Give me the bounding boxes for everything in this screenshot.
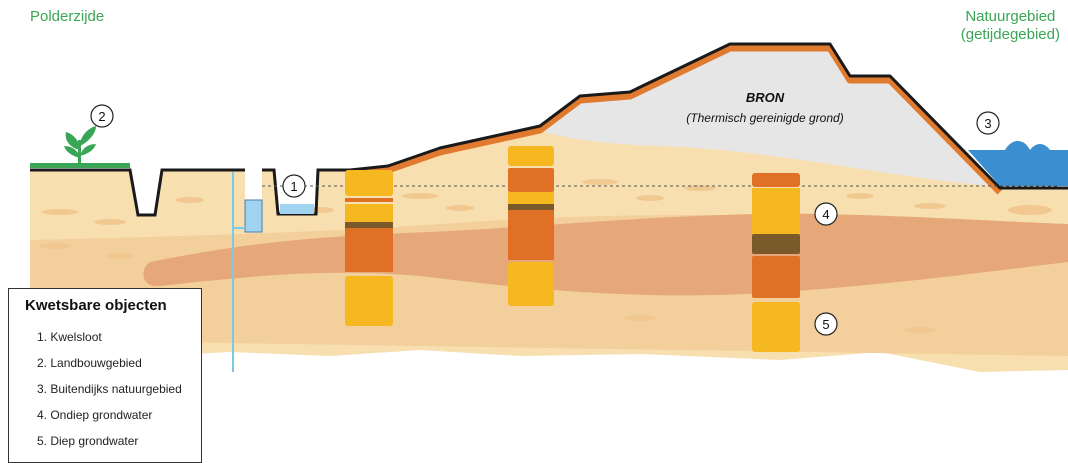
source-title: BRON xyxy=(746,90,785,105)
legend-list: 1. Kwelsloot 2. Landbouwgebied 3. Buiten… xyxy=(19,324,191,454)
marker-2: 2 xyxy=(90,104,114,128)
legend-box: Kwetsbare objecten 1. Kwelsloot 2. Landb… xyxy=(8,288,202,463)
svg-text:1: 1 xyxy=(290,179,297,194)
marker-5: 5 xyxy=(814,312,838,336)
borehole-3 xyxy=(752,173,800,352)
sand-lenses xyxy=(39,179,1052,333)
nature-area-title: Natuurgebied xyxy=(965,8,1056,25)
ditch-water xyxy=(280,204,314,214)
svg-text:5: 5 xyxy=(822,317,829,332)
grass-strip xyxy=(30,163,130,168)
source-fill xyxy=(540,50,996,186)
dike-outline xyxy=(349,42,1068,190)
marker-1: 1 xyxy=(282,174,306,198)
svg-text:3: 3 xyxy=(984,116,991,131)
polder-side-label: Polderzijde xyxy=(30,8,105,25)
legend-title: Kwetsbare objecten xyxy=(25,297,167,314)
dike-cover xyxy=(349,44,1003,195)
legend-item: 2. Landbouwgebied xyxy=(37,356,142,370)
borehole-1 xyxy=(345,170,393,326)
nature-area-subtitle: (getijdegebied) xyxy=(960,26,1060,43)
svg-text:2: 2 xyxy=(98,109,105,124)
borehole-2 xyxy=(508,146,554,306)
svg-text:4: 4 xyxy=(822,207,829,222)
legend-item: 3. Buitendijks natuurgebied xyxy=(37,382,182,396)
legend-item: 5. Diep grondwater xyxy=(37,434,139,448)
legend-item: 1. Kwelsloot xyxy=(37,330,102,344)
clay-layer xyxy=(143,213,1068,296)
marker-4: 4 xyxy=(814,202,838,226)
plant-icon xyxy=(64,126,96,164)
tidal-water xyxy=(968,141,1068,186)
monitoring-well xyxy=(244,199,263,233)
nature-area-label: Natuurgebied (getijdegebied) xyxy=(961,8,1060,44)
marker-3: 3 xyxy=(976,111,1000,135)
source-subtitle: (Thermisch gereinigde grond) xyxy=(686,111,843,125)
legend-item: 4. Ondiep grondwater xyxy=(37,408,153,422)
